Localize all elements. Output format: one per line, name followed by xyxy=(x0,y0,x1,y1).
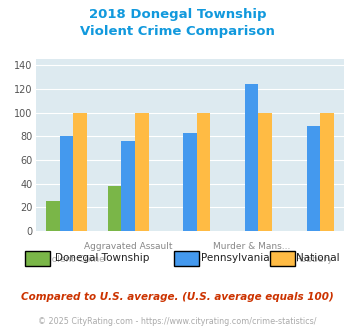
Bar xyxy=(197,113,210,231)
Bar xyxy=(60,136,73,231)
Text: Violent Crime Comparison: Violent Crime Comparison xyxy=(80,25,275,38)
Text: Compared to U.S. average. (U.S. average equals 100): Compared to U.S. average. (U.S. average … xyxy=(21,292,334,302)
Bar xyxy=(258,113,272,231)
Bar xyxy=(307,126,320,231)
Text: 2018 Donegal Township: 2018 Donegal Township xyxy=(89,8,266,21)
Bar xyxy=(320,113,334,231)
Bar xyxy=(46,201,60,231)
Bar xyxy=(73,113,87,231)
Text: Aggravated Assault: Aggravated Assault xyxy=(84,242,173,251)
Bar xyxy=(183,133,197,231)
Bar xyxy=(135,113,148,231)
Text: National: National xyxy=(296,253,340,263)
Text: Rape: Rape xyxy=(179,255,201,264)
Text: Donegal Township: Donegal Township xyxy=(55,253,149,263)
Text: All Violent Crime: All Violent Crime xyxy=(28,255,104,264)
Bar xyxy=(245,84,258,231)
Text: Pennsylvania: Pennsylvania xyxy=(201,253,269,263)
Text: Robbery: Robbery xyxy=(295,255,332,264)
Text: Murder & Mans...: Murder & Mans... xyxy=(213,242,290,251)
Bar xyxy=(121,141,135,231)
Text: © 2025 CityRating.com - https://www.cityrating.com/crime-statistics/: © 2025 CityRating.com - https://www.city… xyxy=(38,317,317,326)
Bar xyxy=(108,186,121,231)
